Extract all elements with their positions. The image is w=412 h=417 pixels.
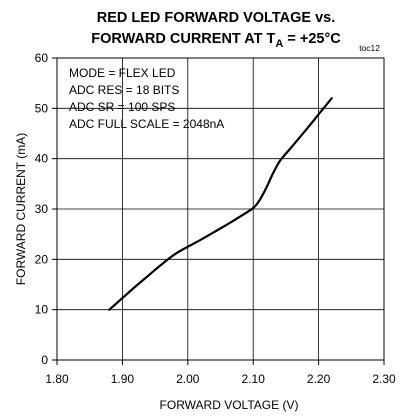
chart-title-subscript: A bbox=[275, 38, 283, 50]
annotation-block: MODE = FLEX LED ADC RES = 18 BITS ADC SR… bbox=[69, 66, 224, 131]
y-tick-label: 30 bbox=[35, 202, 49, 216]
chart-title-line-2: FORWARD CURRENT AT TA = +25°C bbox=[91, 31, 341, 50]
x-tick-labels: 1.80 1.90 2.00 2.10 2.20 2.30 bbox=[45, 372, 396, 386]
y-tick-label: 40 bbox=[35, 152, 49, 166]
y-tick-label: 10 bbox=[35, 303, 49, 317]
x-tick-label: 1.80 bbox=[45, 372, 69, 386]
series-line bbox=[108, 97, 333, 311]
tick-marks bbox=[52, 57, 385, 365]
y-tick-label: 20 bbox=[35, 252, 49, 266]
y-tick-label: 50 bbox=[35, 101, 49, 115]
annotation-mode: MODE = FLEX LED bbox=[69, 66, 176, 80]
annotation-adc-full-scale: ADC FULL SCALE = 2048nA bbox=[69, 117, 224, 131]
annotation-adc-res: ADC RES = 18 BITS bbox=[69, 83, 179, 97]
x-tick-label: 1.90 bbox=[111, 372, 135, 386]
grid-lines bbox=[57, 58, 384, 360]
chart-title-line-1: RED LED FORWARD VOLTAGE vs. bbox=[97, 10, 335, 26]
y-tick-labels: 0 10 20 30 40 50 60 bbox=[35, 51, 49, 367]
x-axis-label: FORWARD VOLTAGE (V) bbox=[160, 398, 299, 412]
chart-title-line-2-end: = +25°C bbox=[283, 31, 341, 47]
x-tick-label: 2.10 bbox=[242, 372, 266, 386]
y-axis-label: FORWARD CURRENT (mA) bbox=[14, 133, 28, 285]
y-tick-label: 0 bbox=[41, 353, 48, 367]
x-tick-label: 2.00 bbox=[176, 372, 200, 386]
chart-title-line-2-main: FORWARD CURRENT AT T bbox=[91, 31, 275, 47]
figure-tag: toc12 bbox=[359, 43, 380, 53]
y-tick-label: 60 bbox=[35, 51, 49, 65]
annotation-adc-sr: ADC SR = 100 SPS bbox=[69, 100, 175, 114]
x-tick-label: 2.30 bbox=[372, 372, 396, 386]
x-tick-label: 2.20 bbox=[307, 372, 331, 386]
